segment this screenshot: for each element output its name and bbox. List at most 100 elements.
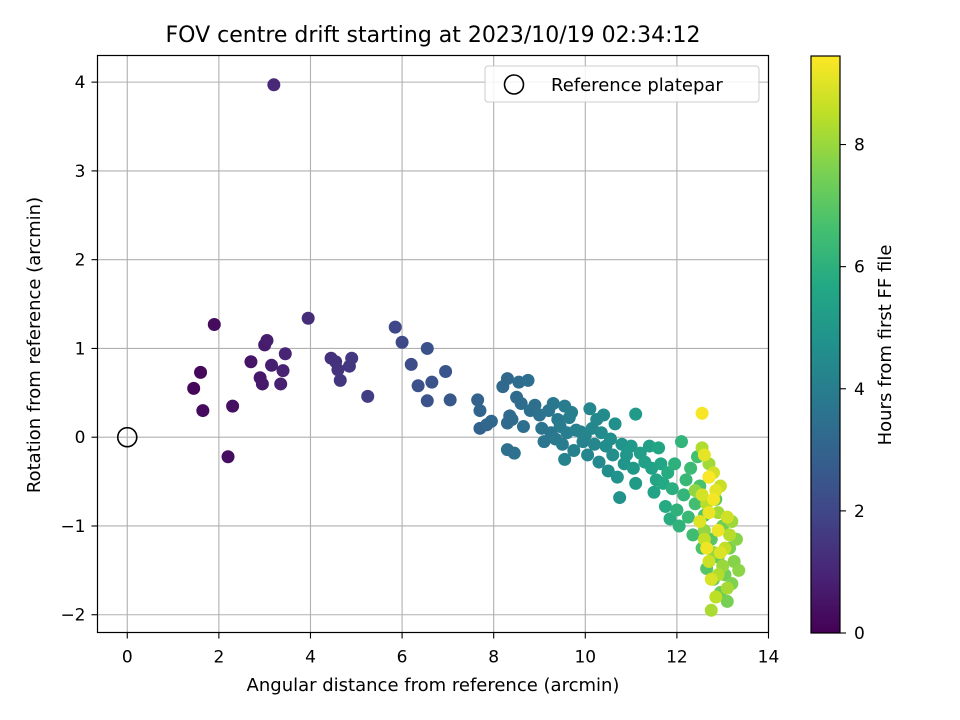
data-point [473, 404, 487, 418]
data-point [592, 455, 606, 469]
data-point [581, 448, 595, 462]
x-tick-label: 14 [758, 648, 780, 668]
y-tick-label: 0 [75, 428, 86, 448]
data-point [679, 473, 693, 487]
data-point [555, 437, 569, 451]
data-point [420, 341, 434, 355]
data-point [665, 482, 679, 496]
data-point [244, 355, 258, 369]
data-point [702, 506, 716, 520]
data-point [672, 519, 686, 533]
colorbar: 0 2 4 6 8 Hours from first FF file [810, 55, 896, 644]
colorbar-tick-label: 8 [854, 136, 865, 156]
data-point [693, 515, 707, 529]
x-axis-ticks: 0 2 4 6 8 10 12 14 [122, 632, 780, 668]
data-point [684, 461, 698, 475]
colorbar-label: Hours from first FF file [875, 245, 896, 446]
colorbar-ticks: 0 2 4 6 8 [840, 136, 865, 644]
x-tick-label: 4 [305, 648, 316, 668]
data-point [345, 351, 359, 365]
data-point [686, 528, 700, 542]
data-point [558, 452, 572, 466]
colorbar-tick-label: 6 [854, 258, 865, 278]
data-point [613, 491, 627, 505]
data-point [278, 347, 292, 361]
data-point [546, 396, 560, 410]
x-tick-label: 6 [397, 648, 408, 668]
data-point [670, 503, 684, 517]
data-point [647, 485, 661, 499]
data-point [507, 446, 521, 460]
data-point [500, 416, 514, 430]
data-point [732, 563, 746, 577]
data-point [331, 363, 345, 377]
data-point [601, 464, 615, 478]
data-point [597, 408, 611, 422]
data-point [411, 379, 425, 393]
data-point [681, 510, 695, 524]
data-point [276, 364, 290, 378]
y-tick-label: −1 [60, 517, 85, 537]
data-points [187, 78, 746, 617]
data-point [702, 470, 716, 484]
data-point [695, 406, 709, 420]
x-tick-label: 0 [122, 648, 133, 668]
data-point [333, 373, 347, 387]
data-point [301, 311, 315, 325]
data-point [652, 441, 666, 455]
data-point [388, 320, 402, 334]
data-point [194, 365, 208, 379]
data-point [704, 603, 718, 617]
data-point [654, 457, 668, 471]
data-point [471, 393, 485, 407]
data-point [567, 444, 581, 458]
data-point [723, 528, 737, 542]
data-point [516, 420, 530, 434]
data-point [267, 78, 281, 92]
data-point [608, 417, 622, 431]
data-point [702, 554, 716, 568]
y-tick-label: 1 [75, 339, 86, 359]
data-point [658, 499, 672, 513]
legend-marker [503, 74, 525, 95]
data-point [439, 365, 453, 379]
data-point [207, 317, 221, 331]
data-point [700, 541, 714, 555]
data-point [274, 377, 288, 391]
data-point [260, 333, 274, 347]
data-point [420, 394, 434, 408]
data-point [221, 450, 235, 464]
data-point [484, 414, 498, 428]
data-point [521, 373, 535, 387]
plot-frame [96, 54, 770, 634]
data-point [697, 448, 711, 462]
data-point [668, 457, 682, 471]
data-point [404, 357, 418, 371]
data-point [255, 377, 269, 391]
data-point [583, 402, 597, 416]
colorbar-tick-label: 0 [854, 624, 865, 644]
x-tick-label: 12 [666, 648, 688, 668]
colorbar-gradient [811, 56, 840, 633]
data-point [720, 510, 734, 524]
data-point [603, 432, 617, 446]
data-point [187, 381, 201, 395]
x-tick-label: 10 [574, 648, 596, 668]
data-point [688, 497, 702, 511]
data-point [565, 405, 579, 419]
data-point [720, 581, 734, 595]
y-axis-label: Rotation from reference (arcmin) [24, 197, 45, 493]
colorbar-tick-label: 2 [854, 502, 865, 522]
x-axis-label: Angular distance from reference (arcmin) [247, 675, 620, 696]
x-tick-label: 2 [213, 648, 224, 668]
data-point [395, 335, 409, 349]
data-point [587, 437, 601, 451]
data-point [661, 466, 675, 480]
y-axis-ticks: −2 −1 0 1 2 3 4 [60, 73, 98, 626]
data-point [713, 546, 727, 560]
data-point [537, 435, 551, 449]
data-point [711, 523, 725, 537]
data-point [361, 389, 375, 403]
grid-lines [97, 55, 770, 633]
